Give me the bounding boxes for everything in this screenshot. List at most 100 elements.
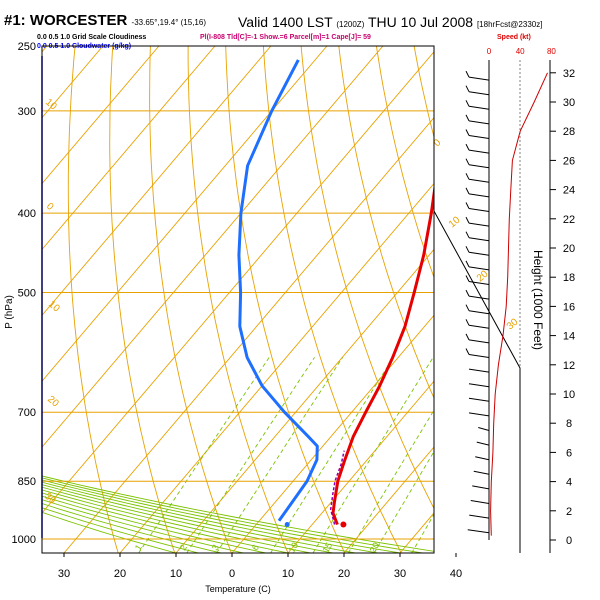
dry-adiabat xyxy=(225,46,346,553)
pressure-tick-label: 1000 xyxy=(12,534,36,546)
wind-barb xyxy=(468,222,490,227)
mixing-ratio-line xyxy=(216,357,343,553)
isotherm-line xyxy=(231,314,434,553)
wind-barb xyxy=(468,354,490,358)
temperature-tick-label: 0 xyxy=(229,568,235,580)
wind-barb xyxy=(468,178,490,183)
dry-adiabat xyxy=(262,46,402,553)
isotherm-line xyxy=(343,446,434,553)
temperature-tick-label: 20 xyxy=(114,568,126,580)
height-tick-label: 8 xyxy=(566,418,572,430)
pressure-tick-label: 250 xyxy=(18,41,36,53)
temperature-tick-label: 10 xyxy=(170,568,182,580)
wind-barb-flag xyxy=(465,231,470,238)
dry-adiabat-label: 30 xyxy=(505,316,521,332)
moist-adiabat xyxy=(42,489,311,553)
wind-barb xyxy=(470,500,490,504)
wind-barb-flag xyxy=(465,275,470,282)
wind-barb xyxy=(468,310,490,315)
moist-adiabat xyxy=(42,499,244,553)
wind-barb xyxy=(476,441,490,446)
wind-barb xyxy=(468,383,490,388)
wind-barb-flag xyxy=(465,173,470,180)
height-tick-label: 22 xyxy=(563,214,575,226)
speed-tick-label: 40 xyxy=(516,47,525,56)
isotherm-line xyxy=(175,248,434,553)
mixing-ratio-line xyxy=(373,450,434,553)
wind-barb xyxy=(469,514,490,519)
wind-barb xyxy=(468,76,490,81)
valid-date: THU 10 Jul 2008 xyxy=(368,14,474,30)
wind-barb xyxy=(478,427,490,431)
stability-indices: Pl(I-808 Tld[C]=-1 Show.=6 Parcel[m]=1 C… xyxy=(200,34,371,41)
station-title: #1: WORCESTER -33.65°,19.4° (15,16) xyxy=(4,12,206,29)
cloudiness-legend: 0.0 0.5 1.0 Grid Scale Cloudiness xyxy=(37,34,147,41)
wind-barb-flag xyxy=(465,129,470,136)
wind-barb xyxy=(468,295,490,300)
wind-barb xyxy=(468,397,490,402)
wind-barb xyxy=(468,105,490,110)
height-tick-label: 32 xyxy=(563,68,575,80)
dry-adiabat-label: 20 xyxy=(45,394,61,410)
wind-barb-flag xyxy=(465,114,470,122)
moist-adiabat xyxy=(42,503,221,553)
isotherm-line xyxy=(42,46,160,185)
wind-barb xyxy=(468,91,490,96)
mixing-ratio-label: 6 xyxy=(250,543,261,552)
surface-temperature-dot xyxy=(340,521,347,528)
wind-barb-flag xyxy=(465,348,470,355)
height-axis-label: Height (1000 Feet) xyxy=(531,250,545,350)
mixing-ratio-line xyxy=(312,357,434,553)
pressure-tick-label: 400 xyxy=(18,208,36,220)
dry-adiabat xyxy=(338,46,434,400)
moist-adiabat xyxy=(42,475,434,552)
wind-barb xyxy=(473,470,490,475)
pressure-tick-label: 850 xyxy=(18,476,36,488)
dry-adiabat-label: 0 xyxy=(44,201,56,213)
dry-adiabat xyxy=(300,46,434,510)
moist-adiabat xyxy=(42,495,266,553)
dry-adiabat-label: 20 xyxy=(475,268,491,284)
wind-barb-flag xyxy=(465,100,470,107)
temperature-tick-label: 30 xyxy=(58,568,70,580)
mixing-ratio-label: 3 xyxy=(210,543,221,552)
moist-adiabat xyxy=(42,484,356,553)
wind-barb xyxy=(468,135,490,139)
height-tick-label: 14 xyxy=(563,331,575,343)
mixing-ratio-label: 20 xyxy=(368,541,382,555)
wind-barb xyxy=(475,456,490,461)
isotherm-line xyxy=(42,46,272,317)
isotherm-line xyxy=(287,380,434,553)
dry-adiabat-label: 0 xyxy=(432,137,444,149)
wind-barb-flag xyxy=(465,158,470,165)
mixing-ratio-line xyxy=(411,513,434,553)
speed-tick-label: 0 xyxy=(487,47,492,56)
wind-barb xyxy=(468,120,490,125)
wind-barb xyxy=(468,149,490,154)
mixing-ratio-line xyxy=(347,409,434,553)
isotherm-line xyxy=(568,46,600,553)
height-tick-label: 24 xyxy=(563,185,575,197)
valid-main: Valid 1400 LST xyxy=(238,14,333,30)
mixing-ratio-label: 15 xyxy=(321,541,335,555)
wind-barb-flag xyxy=(465,187,470,195)
station-coords: -33.65°,19.4° (15,16) xyxy=(131,18,206,27)
wind-barb-flag xyxy=(465,85,470,92)
mixing-ratio-label: 2 xyxy=(178,543,189,552)
x-axis-label: Temperature (C) xyxy=(205,584,271,594)
height-tick-label: 20 xyxy=(563,243,575,255)
isotherm-line xyxy=(42,46,328,382)
isotherm-line xyxy=(119,182,434,553)
isotherm-line xyxy=(42,51,434,514)
temperature-tick-label: 10 xyxy=(282,568,294,580)
wind-barb xyxy=(468,368,490,373)
moist-adiabat xyxy=(42,486,333,553)
valid-utc: (1200Z) xyxy=(336,20,365,29)
temperature-tick-label: 40 xyxy=(450,568,462,580)
moist-adiabat xyxy=(42,477,423,553)
wind-barb-flag xyxy=(465,246,470,253)
height-tick-label: 16 xyxy=(563,301,575,313)
temperature-line xyxy=(331,183,434,526)
height-tick-label: 6 xyxy=(566,447,572,459)
